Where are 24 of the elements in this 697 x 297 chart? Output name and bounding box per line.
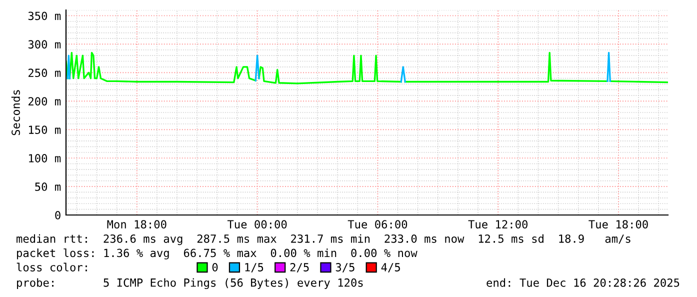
y-tick-label: 250 m: [28, 68, 61, 78]
text: probe: 5 ICMP Echo Pings (56 Bytes) every 120s: [17, 278, 363, 290]
x-tick-label: Tue 06:00: [348, 220, 408, 229]
x-tick-label: Mon 18:00: [107, 220, 166, 229]
x-tick-label: Tue 00:00: [227, 220, 287, 229]
legend-label: 1/5: [245, 263, 264, 272]
y-tick-label: 300 m: [28, 40, 61, 49]
y-tick-label: 100 m: [29, 154, 61, 162]
legend-label: 2/5: [290, 263, 309, 272]
y-tick-label: 200 m: [28, 97, 61, 106]
legend-title: loss color:: [16, 262, 87, 272]
x-tick-label: Tue 12:00: [468, 220, 528, 229]
legend-label: 3/5: [336, 263, 354, 272]
y-tick-label: 50 m: [35, 182, 61, 191]
y-axis-title: Seconds: [11, 90, 20, 136]
x-tick-label: Tue 18:00: [588, 220, 648, 229]
text: median rtt: 236.6 ms avg 287.5 ms max 231.7 ms min 233.0 ms now 12.5 ms sd 18.9 am/s: [16, 234, 630, 246]
y-tick-label: 150 m: [29, 126, 61, 134]
y-tick-label: 350 m: [28, 12, 61, 20]
legend-label: 4/5: [381, 263, 400, 272]
text: packet loss: 1.36 % avg 66.75 % max 0.00 % min 0.00 % now: [17, 248, 418, 260]
text: end: Tue Dec 16 20:28:26 2025: [486, 278, 680, 287]
y-tick-label: 0: [55, 211, 60, 220]
legend-label: 0: [212, 263, 218, 272]
